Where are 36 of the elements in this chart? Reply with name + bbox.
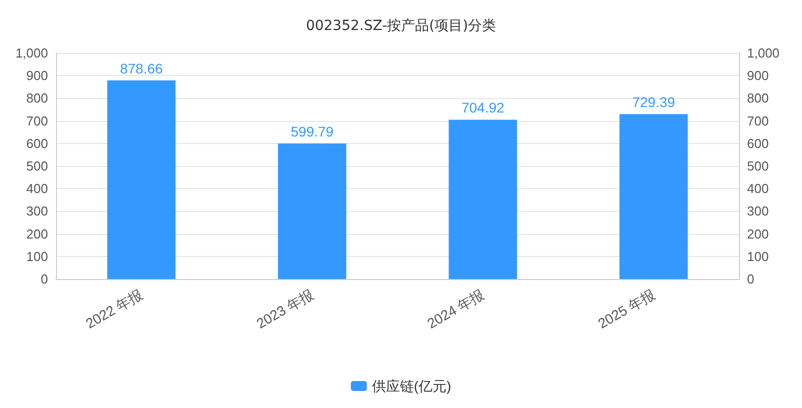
chart-title: 002352.SZ-按产品(项目)分类 (306, 18, 496, 34)
bar (278, 143, 346, 279)
data-label: 878.66 (120, 60, 163, 76)
y-tick-label: 800 (26, 90, 48, 106)
y-tick-label: 1,000 (15, 46, 48, 60)
x-tick-label: 2024 年报 (424, 286, 487, 332)
y2-tick-label: 100 (747, 248, 769, 264)
y-tick-label: 200 (26, 226, 48, 242)
bar (619, 114, 688, 279)
x-tick-label: 2022 年报 (82, 286, 146, 332)
y2-tick-label: 300 (747, 204, 769, 219)
y-tick-label: 500 (26, 158, 48, 174)
y-tick-label: 700 (26, 113, 48, 128)
y2-tick-label: 900 (747, 68, 769, 84)
bar (107, 80, 176, 279)
y-tick-label: 900 (26, 68, 48, 84)
bar (448, 120, 518, 279)
y2-tick-label: 700 (747, 113, 769, 128)
legend-label: 供应链(亿元) (372, 378, 452, 394)
y2-tick-label: 800 (747, 90, 769, 106)
data-label: 704.92 (461, 100, 504, 116)
y-tick-label: 400 (26, 181, 48, 196)
x-tick-label: 2023 年报 (254, 286, 316, 332)
y-tick-label: 100 (26, 248, 48, 264)
data-label: 729.39 (632, 94, 676, 110)
data-label: 599.79 (290, 123, 334, 140)
y-tick-label: 300 (26, 204, 48, 219)
y2-tick-label: 0 (747, 272, 754, 286)
y-tick-label: 600 (26, 136, 48, 151)
y2-tick-label: 600 (747, 136, 769, 151)
y2-tick-label: 500 (747, 158, 769, 174)
y2-tick-label: 200 (747, 226, 769, 242)
y2-tick-label: 1,000 (747, 46, 780, 60)
x-tick-label: 2025 年报 (595, 286, 658, 332)
y-tick-label: 0 (40, 272, 48, 286)
y2-tick-label: 400 (747, 181, 769, 196)
